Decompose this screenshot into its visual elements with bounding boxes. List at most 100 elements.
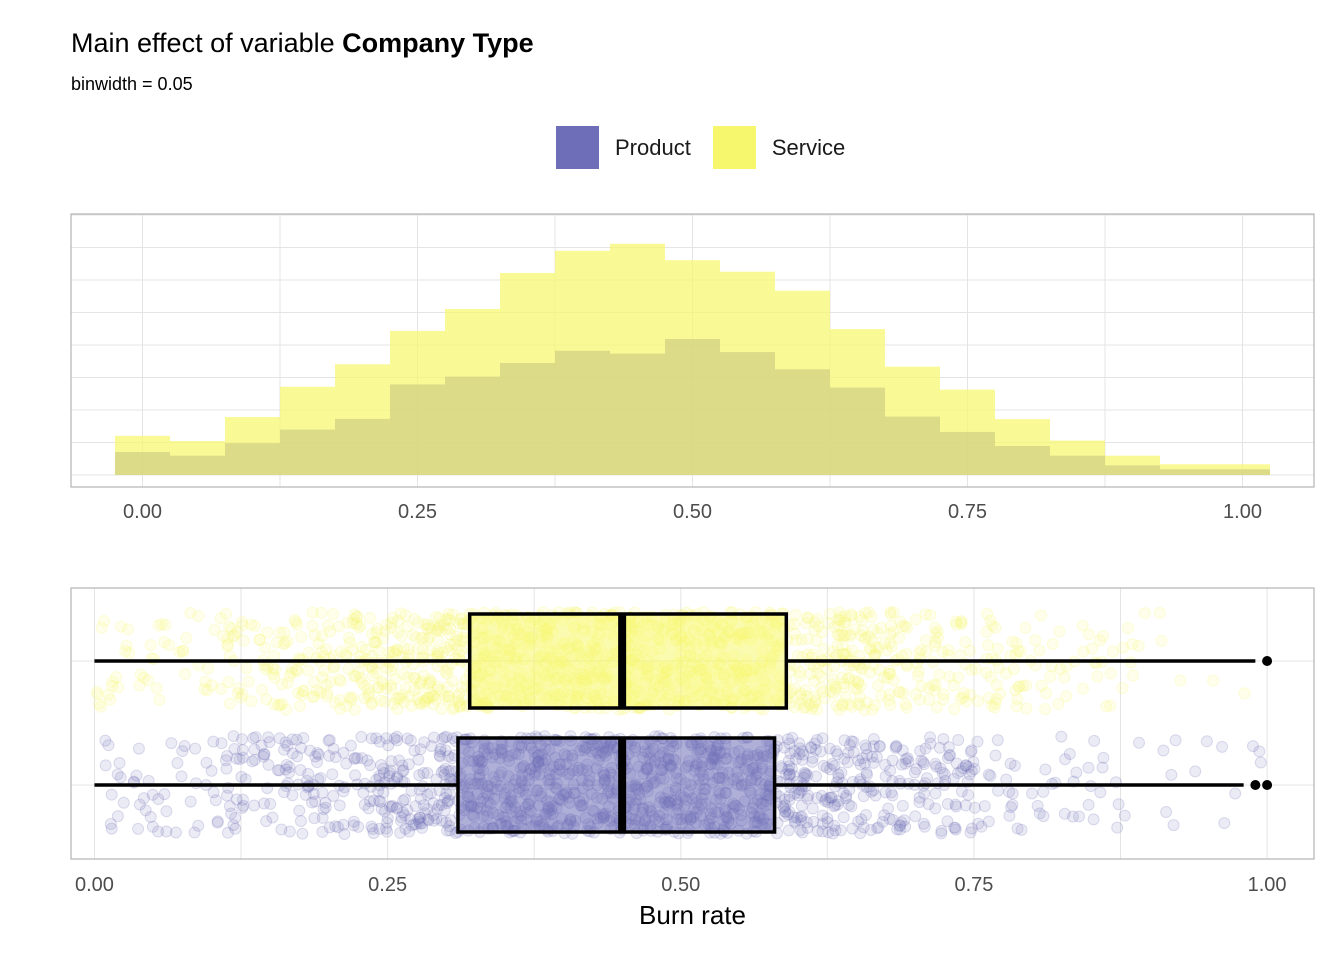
jitter-point — [900, 621, 913, 634]
jitter-point — [839, 629, 852, 642]
jitter-point — [1229, 787, 1242, 800]
jitter-point — [95, 621, 108, 634]
jitter-point — [176, 745, 189, 758]
jitter-point — [433, 749, 446, 762]
jitter-point — [835, 766, 848, 779]
jitter-point — [359, 643, 372, 656]
jitter-point — [382, 739, 395, 752]
jitter-point — [431, 683, 444, 696]
jitter-point — [329, 751, 342, 764]
jitter-point — [148, 653, 161, 666]
jitter-point — [361, 683, 374, 696]
jitter-point — [281, 739, 294, 752]
jitter-point — [950, 757, 963, 770]
jitter-point — [808, 690, 821, 703]
jitter-point — [808, 696, 821, 709]
jitter-point — [838, 616, 851, 629]
jitter-point — [395, 814, 408, 827]
jitter-point — [332, 620, 345, 633]
jitter-point — [805, 702, 818, 715]
jitter-point — [435, 766, 448, 779]
jitter-point — [366, 822, 379, 835]
jitter-point — [425, 675, 438, 688]
jitter-point — [106, 675, 119, 688]
jitter-point — [950, 618, 963, 631]
jitter-point — [395, 630, 408, 643]
jitter-point — [233, 753, 246, 766]
jitter-point — [789, 816, 802, 829]
jitter-point — [104, 693, 117, 706]
jitter-point — [990, 693, 1003, 706]
histogram-bar — [665, 260, 720, 475]
jitter-point — [397, 764, 410, 777]
jitter-point — [104, 817, 117, 830]
jitter-point — [410, 631, 423, 644]
jitter-point — [1111, 821, 1124, 834]
jitter-point — [897, 686, 910, 699]
jitter-point — [397, 794, 410, 807]
jitter-point — [399, 822, 412, 835]
jitter-point — [440, 816, 453, 829]
jitter-point — [407, 818, 420, 831]
jitter-point — [815, 681, 828, 694]
jitter-point — [354, 619, 367, 632]
jitter-point — [1093, 634, 1106, 647]
jitter-point — [794, 811, 807, 824]
jitter-point — [1086, 642, 1099, 655]
jitter-point — [262, 758, 275, 771]
jitter-point — [948, 821, 961, 834]
jitter-point — [1055, 730, 1068, 743]
jitter-point — [919, 777, 932, 790]
jitter-point — [454, 634, 467, 647]
jitter-point — [819, 793, 832, 806]
jitter-point — [266, 811, 279, 824]
jitter-point — [924, 731, 937, 744]
jitter-point — [378, 805, 391, 818]
jitter-point — [443, 644, 456, 657]
jitter-point — [268, 698, 281, 711]
jitter-point — [789, 815, 802, 828]
jitter-point — [434, 743, 447, 756]
jitter-point — [837, 677, 850, 690]
jitter-point — [343, 691, 356, 704]
jitter-point — [883, 694, 896, 707]
jitter-point — [385, 801, 398, 814]
jitter-point — [446, 608, 459, 621]
jitter-point — [442, 680, 455, 693]
jitter-point — [228, 628, 241, 641]
jitter-point — [882, 802, 895, 815]
jitter-point — [416, 821, 429, 834]
jitter-point — [440, 613, 453, 626]
jitter-point — [386, 645, 399, 658]
jitter-point — [399, 793, 412, 806]
jitter-point — [894, 686, 907, 699]
jitter-point — [323, 821, 336, 834]
jitter-point — [896, 620, 909, 633]
jitter-point — [444, 638, 457, 651]
jitter-point — [798, 766, 811, 779]
jitter-point — [441, 795, 454, 808]
jitter-point — [175, 770, 188, 783]
jitter-point — [171, 757, 184, 770]
outlier-point — [1262, 780, 1273, 790]
jitter-point — [1000, 667, 1013, 680]
jitter-point — [245, 695, 258, 708]
jitter-point — [863, 642, 876, 655]
jitter-point — [413, 815, 426, 828]
jitter-point — [863, 666, 876, 679]
jitter-point — [808, 624, 821, 637]
jitter-point — [306, 691, 319, 704]
jitter-point — [408, 612, 421, 625]
jitter-point — [270, 636, 283, 649]
jitter-point — [955, 617, 968, 630]
jitter-point — [796, 745, 809, 758]
jitter-point — [324, 625, 337, 638]
jitter-point — [801, 648, 814, 661]
jitter-point — [917, 756, 930, 769]
jitter-point — [431, 680, 444, 693]
jitter-point — [401, 804, 414, 817]
jitter-point — [1033, 644, 1046, 657]
jitter-point — [808, 675, 821, 688]
jitter-point — [797, 701, 810, 714]
jitter-point — [857, 790, 870, 803]
